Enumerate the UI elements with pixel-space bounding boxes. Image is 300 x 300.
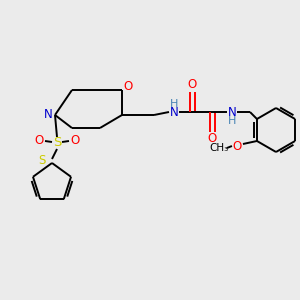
Text: N: N — [169, 106, 178, 119]
Text: O: O — [34, 134, 43, 148]
Text: N: N — [228, 106, 236, 119]
Text: H: H — [170, 99, 178, 109]
Text: O: O — [188, 79, 196, 92]
Text: CH₃: CH₃ — [209, 143, 229, 153]
Text: N: N — [44, 109, 52, 122]
Text: H: H — [228, 116, 236, 126]
Text: O: O — [207, 133, 217, 146]
Text: S: S — [38, 154, 46, 166]
Text: O: O — [70, 134, 80, 148]
Text: S: S — [53, 136, 61, 149]
Text: O: O — [232, 140, 242, 152]
Text: O: O — [123, 80, 133, 92]
